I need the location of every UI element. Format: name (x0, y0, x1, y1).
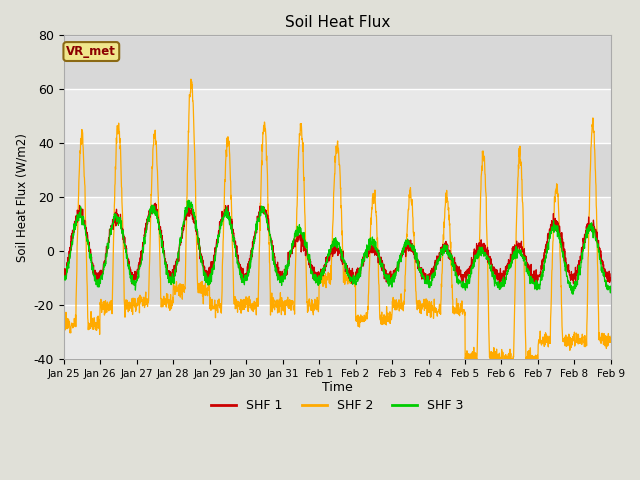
Y-axis label: Soil Heat Flux (W/m2): Soil Heat Flux (W/m2) (15, 132, 28, 262)
Bar (63, 89, 611, 143)
Text: VR_met: VR_met (67, 45, 116, 58)
Bar (63, 36, 611, 89)
Bar (63, 305, 611, 359)
Bar (63, 251, 611, 305)
Bar (63, 197, 611, 251)
X-axis label: Time: Time (322, 382, 353, 395)
Title: Soil Heat Flux: Soil Heat Flux (285, 15, 390, 30)
Bar (63, 143, 611, 197)
Legend: SHF 1, SHF 2, SHF 3: SHF 1, SHF 2, SHF 3 (207, 395, 468, 418)
